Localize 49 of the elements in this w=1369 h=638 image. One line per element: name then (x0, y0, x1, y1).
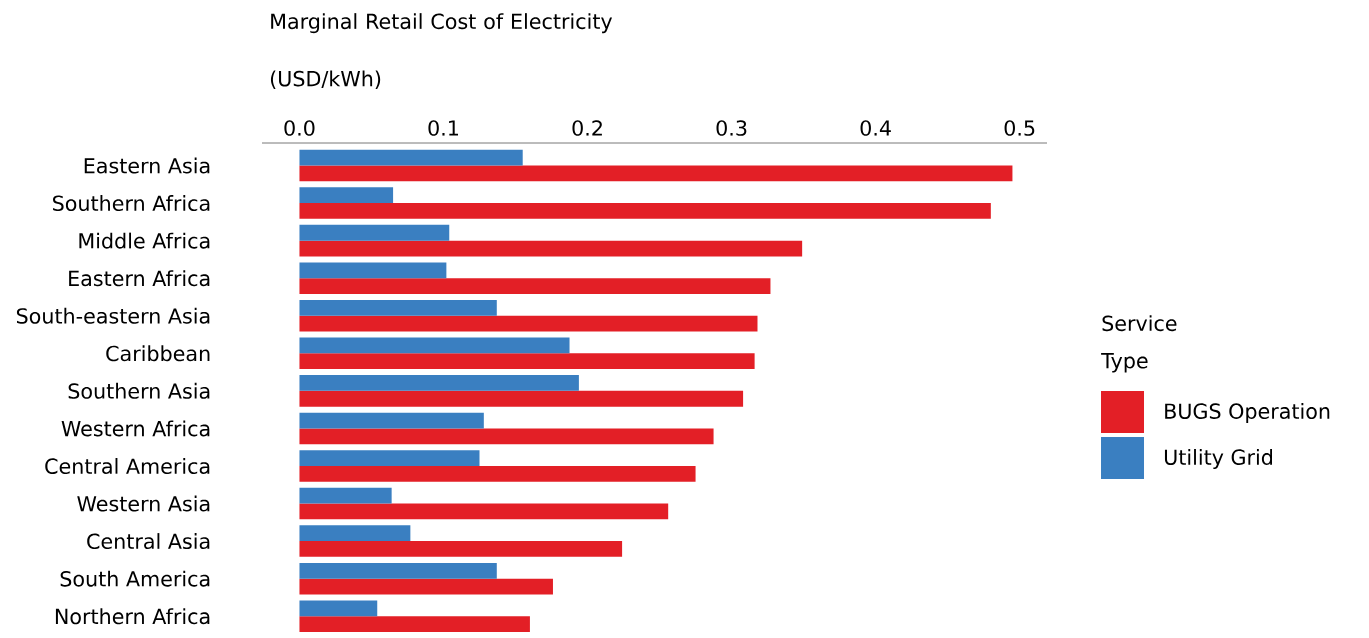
y-tick-label: Caribbean (106, 345, 210, 362)
y-tick-label: South America (60, 570, 210, 587)
y-tick-label: Eastern Asia (84, 157, 210, 174)
bar (299, 278, 771, 294)
bar (299, 390, 744, 407)
legend-label: BUGS Operation (1165, 402, 1330, 423)
legend-title: Service Type (1101, 315, 1177, 373)
bar (299, 578, 553, 595)
x-tick-label: 0.1 (428, 120, 459, 136)
bar (299, 353, 755, 370)
bar (299, 240, 803, 257)
bar (299, 600, 378, 617)
x-tick-label: 0.5 (1004, 120, 1035, 136)
bar (299, 487, 392, 504)
bar (299, 262, 447, 279)
y-tick-label: Western Africa (61, 420, 210, 437)
bar (299, 203, 991, 219)
bar (299, 315, 758, 332)
x-tick-label: 0.2 (572, 120, 602, 136)
bar (299, 525, 411, 542)
bar (299, 224, 450, 241)
bar (299, 149, 523, 166)
y-tick-label: South-eastern Asia (16, 307, 210, 324)
y-tick-label: Central Asia (87, 533, 210, 550)
y-tick-label: Middle Africa (79, 232, 210, 249)
bar (299, 562, 497, 579)
bar (299, 616, 530, 632)
x-tick-label: 0.0 (284, 120, 315, 136)
text: Marginal Retail Cost of Electricity (USD/kWh) (270, 13, 613, 89)
bar (299, 337, 570, 354)
y-tick-label: Southern Africa (53, 195, 210, 212)
bar (299, 428, 714, 445)
bar (299, 187, 394, 204)
bar (299, 541, 623, 557)
bar (299, 299, 497, 316)
bar (299, 375, 579, 391)
bar (299, 503, 669, 520)
bar (299, 165, 1013, 182)
y-tick-label: Eastern Africa (69, 270, 210, 287)
legend-label: Utility Grid (1164, 448, 1272, 469)
bar (299, 465, 696, 482)
y-tick-label: Northern Africa (55, 608, 210, 625)
bar (299, 412, 484, 429)
bar (299, 450, 480, 466)
y-tick-label: Western Asia (77, 495, 210, 512)
y-tick-label: Central America (45, 457, 210, 474)
x-tick-label: 0.3 (716, 120, 747, 136)
x-tick-label: 0.4 (860, 120, 891, 136)
y-tick-label: Southern Asia (68, 382, 210, 399)
